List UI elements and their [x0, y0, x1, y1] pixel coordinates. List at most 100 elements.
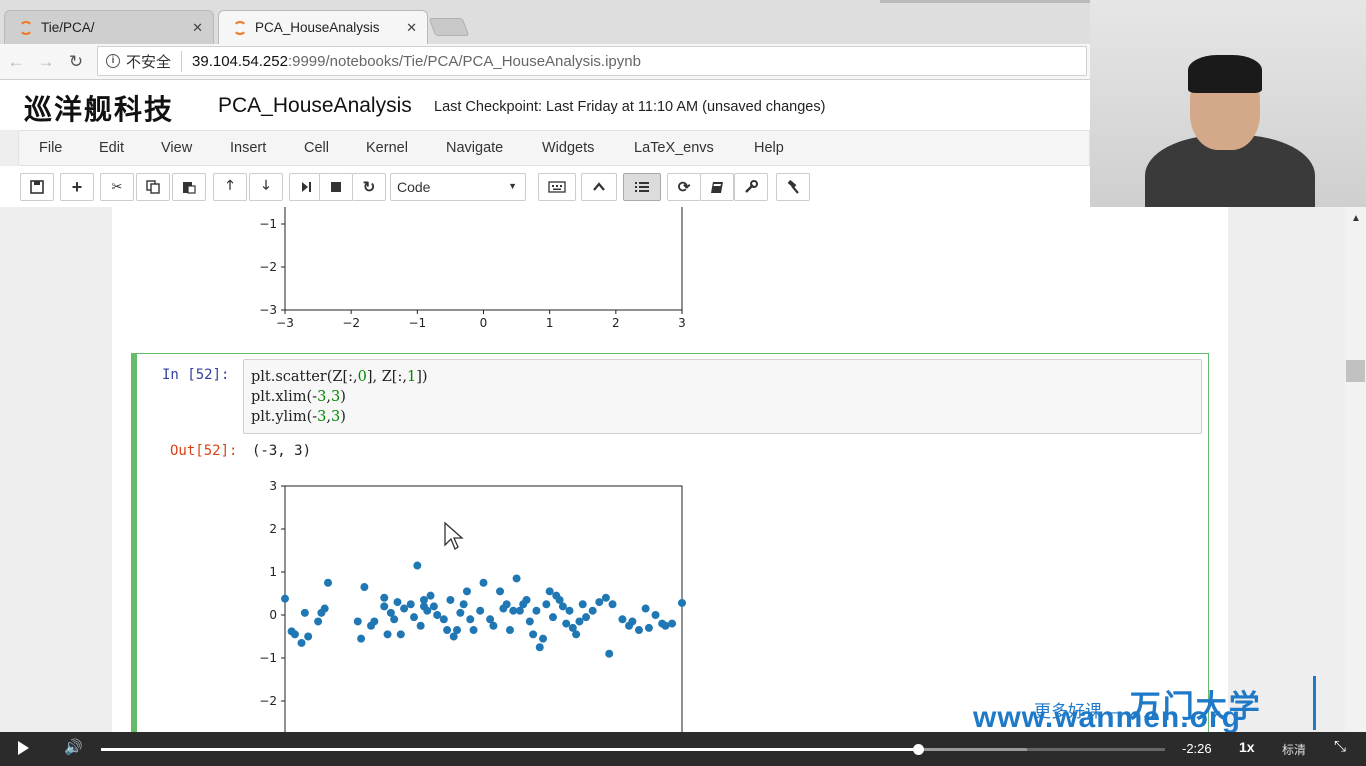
refresh-icon[interactable]: ⟳ [667, 173, 701, 201]
keyboard-icon[interactable] [538, 173, 576, 201]
menu-file[interactable]: File [39, 140, 63, 156]
quality-select[interactable]: 标清 [1282, 743, 1307, 757]
scatter-point [370, 617, 379, 626]
list-icon[interactable] [623, 173, 661, 201]
menu-insert[interactable]: Insert [230, 140, 267, 156]
save-icon[interactable] [20, 173, 54, 201]
scatter-point [281, 594, 289, 603]
progress-handle[interactable] [913, 744, 925, 755]
arrow-down-icon[interactable]: 🡓 [249, 173, 283, 201]
video-progress-bar[interactable] [101, 744, 1165, 755]
selected-code-cell[interactable] [131, 353, 1209, 732]
logo[interactable]: 巡洋舰科技 [24, 93, 175, 126]
y-tick-label: 3 [269, 479, 277, 493]
scatter-point [456, 608, 465, 617]
cell-type-value: Code [397, 179, 431, 195]
reload-icon[interactable]: ↻ [68, 52, 84, 71]
scatter-point [443, 626, 452, 635]
tab-label: Tie/PCA/ [41, 20, 95, 35]
scatter-point [555, 595, 564, 604]
scatter-point [433, 611, 442, 619]
notebook-name[interactable]: PCA_HouseAnalysis [218, 94, 412, 117]
scatter-point [668, 619, 677, 628]
menu-kernel[interactable]: Kernel [366, 140, 408, 156]
scatter-point [588, 606, 597, 615]
scatter-point [512, 574, 521, 583]
url-field[interactable]: i 不安全 39.104.54.252 :9999/notebooks/Tie/… [97, 46, 1087, 76]
back-icon[interactable]: ← [7, 52, 25, 71]
scroll-up-icon[interactable]: ▲ [1351, 213, 1361, 224]
restart-icon[interactable]: ↻ [352, 173, 386, 201]
chevron-up-icon[interactable] [581, 173, 617, 201]
code-editor[interactable]: plt.scatter(Z[:,0], Z[:,1]) plt.xlim(-3,… [243, 359, 1202, 434]
scatter-point [386, 608, 395, 617]
menu-latex-envs[interactable]: LaTeX_envs [634, 140, 714, 156]
scrollbar-thumb[interactable] [1346, 360, 1365, 382]
out-prompt: Out[52]: [170, 443, 238, 459]
scatter-point [505, 626, 514, 635]
scatter-point [449, 632, 458, 641]
scatter-point [304, 632, 313, 641]
in-prompt: In [52]: [162, 367, 230, 383]
y-tick-label: 0 [269, 608, 277, 622]
x-tick-label: −3 [276, 316, 294, 330]
scatter-point [618, 615, 627, 624]
played-bar [101, 748, 919, 751]
menu-help[interactable]: Help [754, 140, 784, 156]
scatter-point [360, 583, 369, 592]
scatter-point [390, 615, 399, 624]
scatter-point [466, 615, 475, 624]
presenter-webcam [1090, 0, 1366, 207]
volume-icon[interactable]: 🔊 [64, 739, 83, 756]
forward-icon[interactable]: → [37, 52, 55, 71]
plus-icon[interactable]: + [60, 173, 94, 201]
playback-speed[interactable]: 1x [1239, 739, 1255, 755]
url-host: 39.104.54.252 [192, 52, 288, 70]
scatter-point [357, 634, 366, 643]
scatter-point [320, 604, 329, 613]
copy-icon[interactable] [136, 173, 170, 201]
menu-widgets[interactable]: Widgets [542, 140, 595, 156]
scatter-point [353, 617, 362, 626]
menu-cell[interactable]: Cell [304, 140, 329, 156]
cut-icon[interactable]: ✂ [100, 173, 134, 201]
scatter-point [608, 600, 617, 609]
scatter-point [462, 587, 471, 596]
browser-tab-tie-pca[interactable]: Tie/PCA/ ✕ [4, 10, 214, 44]
notebook-scroll-area[interactable]: −3 −2 −1 0 1 2 3 −1 −2 −3 In [52]: plt.scatter(Z[… [0, 207, 1345, 732]
y-tick-label: 2 [269, 522, 277, 536]
step-forward-icon[interactable] [289, 173, 323, 201]
scatter-point [542, 600, 551, 609]
scatter-point [496, 587, 505, 596]
scatter-point [548, 613, 557, 622]
new-tab-button[interactable] [428, 18, 470, 36]
hammer-icon[interactable] [776, 173, 810, 201]
y-tick-label: −2 [259, 694, 277, 708]
scatter-point [324, 578, 333, 587]
scatter-point [502, 600, 511, 609]
browser-tab-pca-houseanalysis[interactable]: PCA_HouseAnalysis ✕ [218, 10, 428, 44]
menu-view[interactable]: View [161, 140, 193, 156]
scatter-point [297, 638, 306, 647]
stop-icon[interactable] [319, 173, 353, 201]
scatter-point [535, 643, 544, 652]
book-icon[interactable] [700, 173, 734, 201]
scatter-point [562, 619, 571, 628]
scatter-point [651, 611, 660, 619]
play-icon[interactable] [18, 741, 29, 755]
fullscreen-exit-icon[interactable]: ⤡ [1334, 738, 1347, 755]
paste-icon[interactable] [172, 173, 206, 201]
security-label[interactable]: 不安全 [126, 50, 183, 72]
scatter-point [469, 626, 478, 635]
info-icon[interactable]: i [106, 54, 120, 68]
arrow-up-icon[interactable]: 🡑 [213, 173, 247, 201]
close-icon[interactable]: ✕ [406, 19, 417, 35]
menu-edit[interactable]: Edit [99, 140, 124, 156]
menu-navigate[interactable]: Navigate [446, 140, 504, 156]
close-icon[interactable]: ✕ [192, 19, 203, 35]
wrench-icon[interactable] [734, 173, 768, 201]
vertical-scrollbar[interactable] [1345, 207, 1366, 732]
mouse-cursor-icon [444, 521, 464, 550]
cell-type-select[interactable]: Code ▼ [390, 173, 526, 201]
scatter-point [628, 617, 637, 626]
